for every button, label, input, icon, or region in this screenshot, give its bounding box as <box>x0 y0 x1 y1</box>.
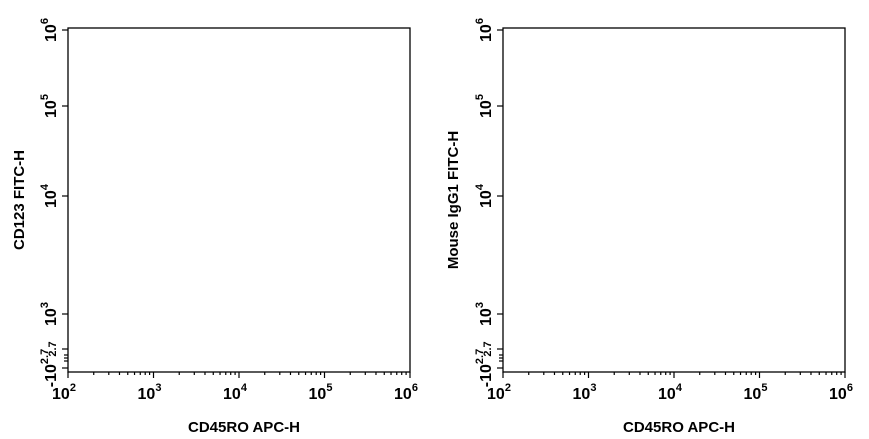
plot-panel-1: 102 103 104 105 1061061051041032.7-102.7CD45… <box>11 18 418 436</box>
